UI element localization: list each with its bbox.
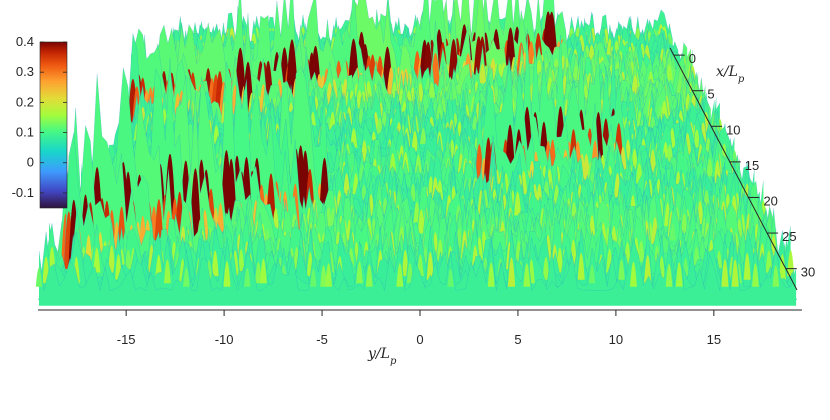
surface-peak xyxy=(778,254,786,280)
surface-row-fill xyxy=(63,77,775,262)
surface-peak xyxy=(637,240,645,262)
surface-peak xyxy=(487,262,495,287)
surface-peak xyxy=(507,257,516,287)
surface-peak xyxy=(542,256,550,280)
surface-peak xyxy=(325,263,332,287)
surface-peak xyxy=(183,267,190,287)
colorbar-tick-label: 0.2 xyxy=(16,94,34,109)
surface-peak xyxy=(428,82,436,98)
colorbar-tick-label: 0.3 xyxy=(16,64,34,79)
surface-peak xyxy=(665,64,673,80)
x-over-lp-tick-label: 10 xyxy=(726,122,740,137)
surface-peak xyxy=(644,254,652,284)
y-over-lp-axis: -15 -10 -5 0 5 10 15 y/Lp xyxy=(38,309,802,367)
y-over-lp-axis-title: y/Lp xyxy=(367,346,397,367)
surface-peak xyxy=(396,262,404,287)
x-over-lp-tick-label: 25 xyxy=(782,229,796,244)
surface-peak xyxy=(451,88,458,102)
surface-peak xyxy=(660,100,668,119)
surface-peak xyxy=(35,267,43,287)
x-over-lp-tick-label: 5 xyxy=(707,87,714,102)
x-over-lp-axis-line xyxy=(669,47,798,291)
surface-peak xyxy=(211,250,219,277)
x-over-lp-tick-group: 0 5 10 15 20 25 30 xyxy=(673,51,815,280)
surface-peak xyxy=(320,265,327,287)
surface-peak xyxy=(588,264,596,284)
surface-peak xyxy=(125,249,132,269)
surface-peak xyxy=(255,261,262,284)
surface-peak xyxy=(772,265,780,287)
surface-peak xyxy=(350,128,358,148)
surface-plot xyxy=(35,0,797,306)
surface-peak xyxy=(164,259,171,284)
x-over-lp-tick-label: 30 xyxy=(801,265,815,280)
x-over-lp-axis-title: x/Lp xyxy=(716,64,745,85)
y-over-lp-tick-label: 15 xyxy=(707,332,721,347)
surface-peak xyxy=(478,63,487,84)
surface-peak xyxy=(675,262,683,287)
y-over-lp-tick-group: -15 -10 -5 0 5 10 15 xyxy=(117,310,721,347)
surface-row xyxy=(35,230,797,306)
surface-peak xyxy=(436,104,443,119)
surface-peak xyxy=(514,191,522,216)
surface-peak xyxy=(415,154,422,173)
surface-peak xyxy=(787,250,795,277)
surface-peak xyxy=(523,263,531,287)
surface-peak xyxy=(376,117,383,134)
surface-peak xyxy=(244,268,251,287)
surface-peak xyxy=(731,259,739,287)
surface-peak xyxy=(401,249,409,277)
y-over-lp-tick-label: -15 xyxy=(117,332,136,347)
surface-row-fill xyxy=(39,230,797,306)
surface-peak xyxy=(420,128,427,144)
surface-peak xyxy=(411,130,419,152)
surface-peak xyxy=(223,261,231,287)
surface-peak xyxy=(618,259,625,280)
y-over-lp-tick-label: 0 xyxy=(416,332,423,347)
x-over-lp-tick-label: 0 xyxy=(689,51,696,66)
y-over-lp-tick-label: -5 xyxy=(316,332,328,347)
surface-peak xyxy=(669,223,676,241)
colorbar-tick-label: 0.1 xyxy=(16,125,34,140)
colorbar-tick-label: 0 xyxy=(27,155,34,170)
surface-peak xyxy=(665,263,673,287)
surface-peak xyxy=(577,252,585,280)
surface-row-edge xyxy=(38,230,797,292)
surface-peak xyxy=(237,249,245,273)
surface-peak xyxy=(108,245,116,273)
y-over-lp-tick-label: -10 xyxy=(215,332,234,347)
surface-peak xyxy=(752,263,759,287)
surface-row-fill xyxy=(137,0,708,125)
surface-row-fill xyxy=(61,75,777,266)
x-over-lp-tick-label: 20 xyxy=(763,193,777,208)
x-over-lp-axis: 0 5 10 15 20 25 30 x/Lp xyxy=(669,47,815,291)
colorbar-gradient xyxy=(39,41,68,209)
surface-peak xyxy=(260,258,267,284)
surface-peak xyxy=(436,239,444,262)
colorbar-tick-label: 0.4 xyxy=(16,34,34,49)
surface-peak xyxy=(93,247,101,273)
surface-peak xyxy=(365,264,373,287)
surface-peak xyxy=(743,253,751,280)
colorbar-tick-group: 0.4 0.3 0.2 0.1 0 -0.1 xyxy=(12,34,67,200)
surface-peak xyxy=(630,261,637,287)
surface-peak xyxy=(389,152,397,173)
surface-peak xyxy=(721,259,729,287)
y-over-lp-tick-label: 5 xyxy=(514,332,521,347)
y-over-lp-tick-label: 10 xyxy=(609,332,623,347)
colorbar-tick-label: -0.1 xyxy=(12,185,34,200)
surface-row-fill xyxy=(99,35,742,195)
colorbar: 0.4 0.3 0.2 0.1 0 -0.1 xyxy=(12,34,68,209)
x-over-lp-tick-label: 15 xyxy=(745,158,759,173)
surface-peak xyxy=(447,268,454,287)
surface-peak xyxy=(310,268,317,287)
surface-peak xyxy=(681,213,688,234)
surface-peak xyxy=(706,158,714,177)
surface-peak xyxy=(356,261,363,284)
surface-peak xyxy=(426,251,434,280)
surface-peak xyxy=(693,129,701,148)
